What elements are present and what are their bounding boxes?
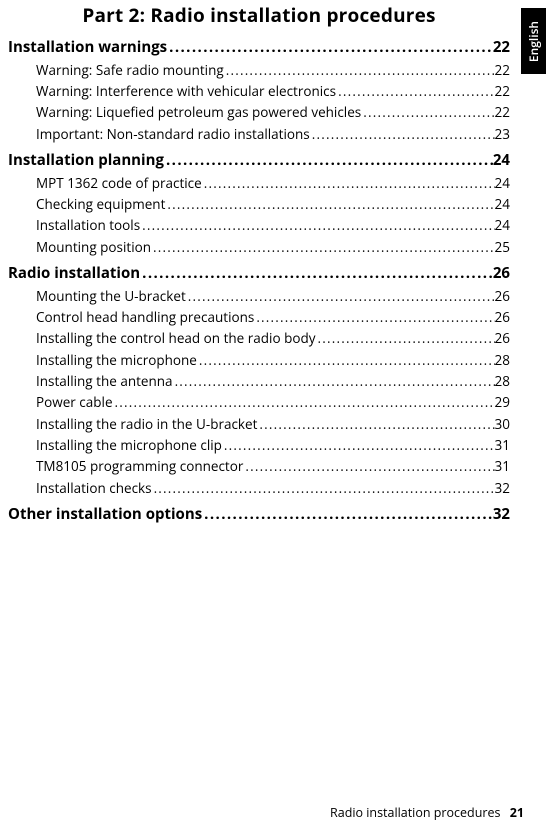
toc-entry: Power cable 29 [8,392,510,413]
toc-page-number: 31 [495,435,510,456]
toc-label: Installation warnings [8,36,167,60]
toc-entry: TM8105 programming connector 31 [8,456,510,477]
toc-label: Control head handling precautions [36,307,254,328]
toc-leader-dots [202,173,495,194]
footer-text: Radio installation procedures [330,804,500,821]
toc-page-number: 22 [495,102,510,123]
toc-entry: Control head handling precautions 26 [8,307,510,328]
toc-leader-dots [310,124,495,145]
page-title: Part 2: Radio installation procedures [8,2,510,28]
toc-leader-dots [222,435,495,456]
toc-leader-dots [202,503,493,527]
toc-entry: Mounting position 25 [8,237,510,258]
toc-page-number: 26 [495,286,510,307]
toc-label: Power cable [36,392,113,413]
toc-label: Installation tools [36,215,140,236]
toc-leader-dots [315,328,494,349]
toc-entry: Mounting the U-bracket 26 [8,286,510,307]
toc-page-number: 22 [495,60,510,81]
toc-page-number: 24 [495,215,510,236]
toc-label: Warning: Safe radio mounting [36,60,224,81]
toc-entry: Installation checks 32 [8,478,510,499]
toc-entry: Installing the microphone 28 [8,350,510,371]
toc-entry: Installing the control head on the radio… [8,328,510,349]
toc-label: Installing the antenna [36,371,173,392]
toc-entry: MPT 1362 code of practice 24 [8,173,510,194]
toc-label: TM8105 programming connector [36,456,243,477]
toc-page-number: 24 [495,194,510,215]
toc-label: Installing the microphone clip [36,435,222,456]
toc-label: Radio installation [8,262,140,286]
toc-leader-dots [361,102,494,123]
toc-entry: Warning: Liquefied petroleum gas powered… [8,102,510,123]
toc-page-number: 26 [495,307,510,328]
toc-leader-dots [164,149,493,173]
language-tab: English [521,8,546,74]
toc-entry: Warning: Safe radio mounting 22 [8,60,510,81]
language-tab-label: English [525,20,542,61]
toc-label: Installation checks [36,478,152,499]
toc-page-number: 29 [495,392,510,413]
toc-section: Other installation options 32 [8,503,510,527]
toc-leader-dots [167,36,493,60]
toc-section: Installation planning 24 [8,149,510,173]
toc-page-number: 32 [493,503,510,527]
toc-entry: Installing the microphone clip 31 [8,435,510,456]
toc-section: Installation warnings 22 [8,36,510,60]
toc-page-number: 24 [493,149,510,173]
toc-page-number: 28 [495,350,510,371]
toc-leader-dots [152,478,495,499]
toc-leader-dots [186,286,495,307]
toc-leader-dots [257,414,494,435]
toc-page-number: 32 [495,478,510,499]
toc-label: Mounting the U-bracket [36,286,186,307]
toc-page-number: 24 [495,173,510,194]
toc-leader-dots [151,237,495,258]
toc-leader-dots [140,215,494,236]
toc-leader-dots [243,456,494,477]
toc-entry: Important: Non-standard radio installati… [8,124,510,145]
toc-leader-dots [224,60,495,81]
toc-entry: Installation tools 24 [8,215,510,236]
toc-label: Installing the control head on the radio… [36,328,315,349]
toc-label: Checking equipment [36,194,165,215]
toc-leader-dots [113,392,495,413]
toc-section: Radio installation 26 [8,262,510,286]
toc-leader-dots [140,262,493,286]
toc-page-number: 26 [493,262,510,286]
toc-page-number: 28 [495,371,510,392]
toc-label: Warning: Interference with vehicular ele… [36,81,336,102]
toc-label: MPT 1362 code of practice [36,173,202,194]
toc-leader-dots [165,194,494,215]
toc-leader-dots [254,307,494,328]
toc-label: Installation planning [8,149,164,173]
toc-entry: Installing the antenna 28 [8,371,510,392]
toc-page-number: 31 [495,456,510,477]
toc-entry: Warning: Interference with vehicular ele… [8,81,510,102]
toc-label: Installing the microphone [36,350,197,371]
toc-label: Installing the radio in the U-bracket [36,414,257,435]
toc-page-number: 30 [495,414,510,435]
toc-page-number: 22 [493,36,510,60]
table-of-contents: Installation warnings 22Warning: Safe ra… [8,36,510,527]
toc-label: Important: Non-standard radio installati… [36,124,310,145]
toc-label: Warning: Liquefied petroleum gas powered… [36,102,361,123]
toc-page-number: 22 [495,81,510,102]
toc-label: Mounting position [36,237,151,258]
toc-leader-dots [336,81,494,102]
toc-page-number: 26 [495,328,510,349]
toc-page-number: 25 [495,237,510,258]
toc-entry: Installing the radio in the U-bracket 30 [8,414,510,435]
footer-page-number: 21 [510,804,524,821]
toc-leader-dots [197,350,495,371]
page-footer: Radio installation procedures 21 [0,804,524,821]
toc-leader-dots [173,371,495,392]
toc-page-number: 23 [495,124,510,145]
toc-label: Other installation options [8,503,202,527]
page-body: Part 2: Radio installation procedures In… [8,2,510,799]
toc-entry: Checking equipment 24 [8,194,510,215]
